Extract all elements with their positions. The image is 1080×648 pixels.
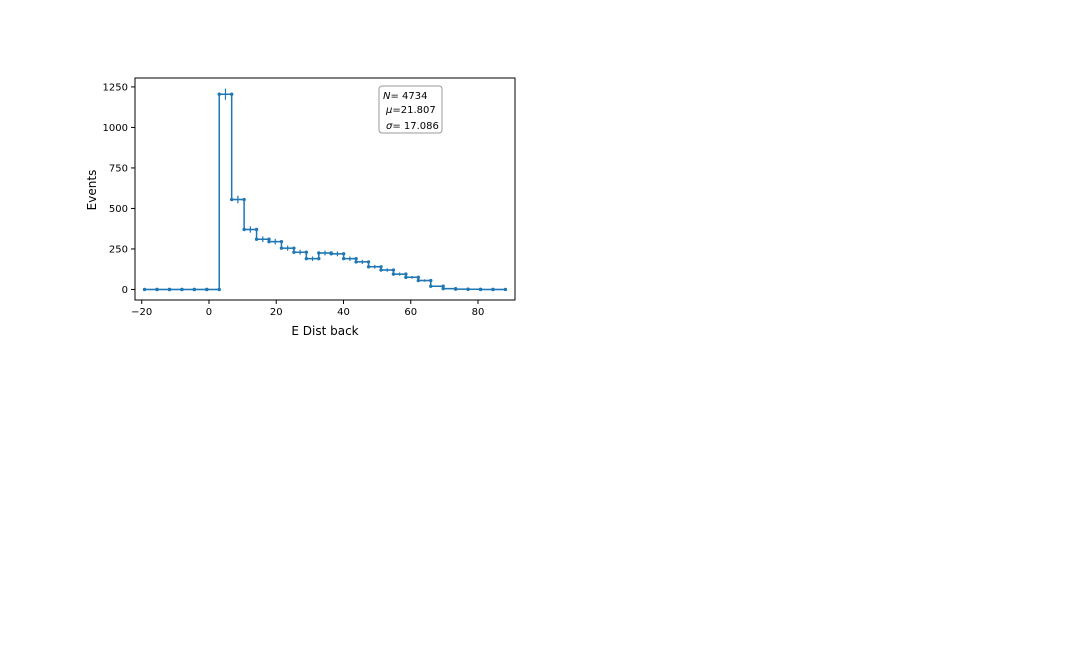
bin-edge-marker — [304, 256, 309, 261]
bin-edge-marker — [341, 252, 346, 256]
data-point — [229, 195, 246, 204]
bin-edge-marker — [180, 287, 184, 292]
bin-edge-marker — [491, 287, 495, 292]
bin-edge-marker — [478, 287, 483, 292]
x-tick-label: 80 — [472, 307, 485, 318]
bin-edge-marker — [167, 287, 172, 292]
bin-edge-marker — [217, 287, 221, 292]
bin-edge-marker — [229, 197, 234, 202]
stats-n-value: = 4734 — [390, 91, 427, 102]
bin-edge-marker — [366, 260, 371, 264]
data-point — [217, 88, 234, 100]
bin-edge-marker — [404, 272, 408, 276]
bin-edge-marker — [391, 268, 396, 272]
bin-edge-marker — [192, 287, 197, 292]
y-tick-label: 500 — [109, 204, 128, 215]
bin-edge-marker — [304, 250, 309, 254]
bin-edge-marker — [366, 265, 371, 269]
bin-edge-marker — [416, 278, 421, 283]
bin-edge-marker — [254, 237, 259, 241]
data-point — [366, 264, 383, 269]
bin-edge-marker — [466, 287, 470, 292]
bin-edge-marker — [229, 92, 234, 96]
data-point — [341, 256, 358, 261]
bin-edge-marker — [242, 197, 246, 202]
x-axis-label: E Dist back — [291, 324, 358, 338]
bin-edge-marker — [429, 278, 433, 283]
bin-edge-marker — [317, 256, 321, 261]
y-tick-label: 0 — [122, 285, 128, 296]
stats-n: N= 4734 — [383, 91, 428, 102]
bin-edge-marker — [453, 287, 458, 291]
bin-edge-marker — [155, 287, 159, 292]
data-point — [404, 275, 421, 280]
data-point — [267, 238, 284, 245]
bin-edge-marker — [267, 237, 271, 241]
stats-sigma: σ= 17.086 — [386, 121, 439, 132]
y-axis-label: Events — [85, 170, 99, 211]
bin-edge-marker — [354, 256, 358, 261]
stats-n-label: N — [383, 91, 391, 102]
data-point — [205, 287, 221, 292]
y-tick-label: 1250 — [103, 82, 128, 93]
bin-edge-marker — [254, 227, 259, 232]
x-tick-label: 40 — [337, 307, 350, 318]
bin-edge-marker — [279, 246, 284, 250]
y-tick-label: 1000 — [103, 123, 128, 134]
x-tick-label: 20 — [270, 307, 283, 318]
x-tick-label: 60 — [404, 307, 417, 318]
data-point — [354, 259, 371, 265]
bin-edge-marker — [391, 272, 396, 276]
data-point — [279, 245, 296, 251]
bin-edge-marker — [205, 287, 209, 292]
bin-edge-marker — [354, 260, 358, 264]
stats-box: N= 4734 μ=21.807 σ= 17.086 — [378, 85, 443, 134]
bin-edge-marker — [441, 286, 445, 291]
data-point — [429, 284, 445, 288]
bin-edge-marker — [292, 250, 296, 254]
stats-sigma-label: σ — [386, 121, 393, 132]
histogram-step-line — [144, 93, 506, 291]
data-point — [254, 236, 271, 243]
bin-edge-marker — [379, 265, 383, 269]
data-point — [379, 268, 396, 272]
stats-sigma-value: = 17.086 — [392, 121, 439, 132]
bin-edge-marker — [142, 287, 147, 292]
bin-edge-marker — [404, 275, 408, 280]
bin-edge-marker — [317, 251, 321, 255]
bin-edge-marker — [416, 275, 421, 280]
bin-edge-marker — [242, 227, 246, 232]
x-tick-label: 0 — [206, 307, 212, 318]
bin-edge-marker — [379, 268, 383, 272]
bin-edge-marker — [292, 246, 296, 250]
stats-mu-label: μ — [385, 105, 392, 116]
data-point — [242, 226, 259, 233]
y-tick-label: 250 — [109, 244, 128, 255]
data-point — [304, 256, 321, 261]
stats-mu: μ=21.807 — [385, 105, 436, 116]
data-point — [391, 272, 408, 276]
bin-edge-marker — [329, 252, 333, 256]
data-point — [329, 251, 346, 257]
data-point — [491, 287, 508, 292]
stats-box-frame — [378, 85, 443, 134]
x-tick-label: −20 — [131, 307, 152, 318]
data-point — [416, 278, 433, 283]
stats-mu-value: =21.807 — [392, 105, 435, 116]
data-point — [292, 249, 309, 255]
bin-edge-marker — [429, 284, 433, 288]
bin-edge-marker — [279, 239, 284, 244]
bin-edge-marker — [267, 239, 271, 244]
bin-edge-marker — [341, 256, 346, 261]
bin-edge-marker — [217, 92, 221, 96]
bin-edge-marker — [503, 287, 508, 292]
y-tick-label: 750 — [109, 163, 128, 174]
plot-frame — [134, 77, 516, 301]
bin-edge-marker — [441, 284, 445, 288]
